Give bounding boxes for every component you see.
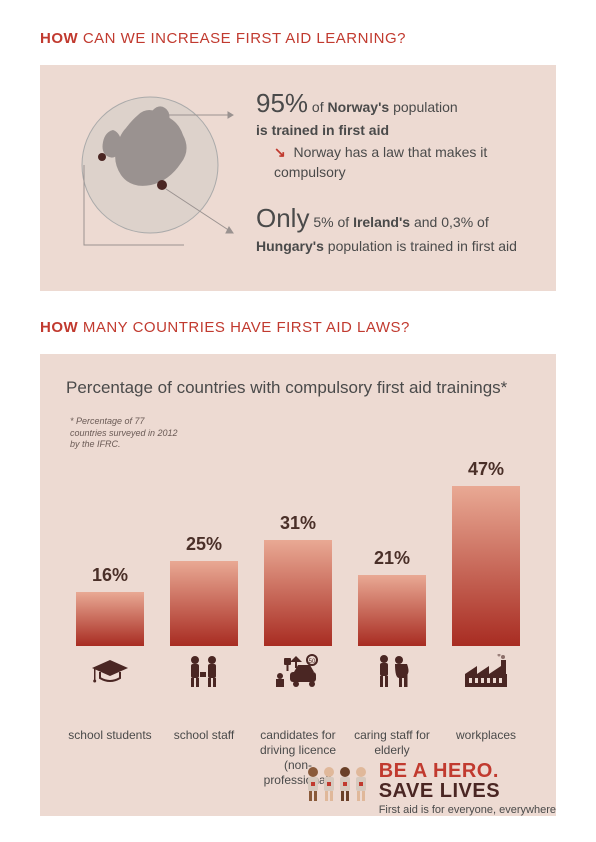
bar-label: school students: [66, 728, 154, 788]
car-signs-icon: 50: [254, 652, 342, 688]
panel-mid: Percentage of countries with compulsory …: [40, 354, 556, 816]
bar-0: 16%: [66, 565, 154, 646]
bar-1: 25%: [160, 534, 248, 646]
footer-line3: First aid is for everyone, everywhere: [379, 804, 556, 816]
bar-3: 21%: [348, 548, 436, 646]
bar-value: 47%: [468, 459, 504, 480]
bar-value: 16%: [92, 565, 128, 586]
chart-title: Percentage of countries with compulsory …: [66, 378, 530, 398]
stat-norway: 95% of Norway's population is trained in…: [256, 85, 534, 182]
top-stats-text: 95% of Norway's population is trained in…: [256, 85, 534, 256]
panel-top: 95% of Norway's population is trained in…: [40, 65, 556, 291]
stat-95: 95%: [256, 88, 308, 118]
bar-value: 21%: [374, 548, 410, 569]
heading-rest: CAN WE INCREASE FIRST AID LEARNING?: [78, 30, 406, 47]
hero-people-icon: [301, 762, 369, 815]
bar-value: 25%: [186, 534, 222, 555]
chart-footnote: * Percentage of 77 countries surveyed in…: [70, 416, 180, 451]
elderly-cane-icon: [348, 652, 436, 688]
bar-4: 47%: [442, 459, 530, 646]
stat-ireland-hungary: Only 5% of Ireland's and 0,3% of Hungary…: [256, 200, 534, 256]
factory-icon: [442, 652, 530, 688]
heading-laws: HOW MANY COUNTRIES HAVE FIRST AID LAWS?: [40, 319, 556, 336]
bar-label: school staff: [160, 728, 248, 788]
grad-cap-icon: [66, 652, 154, 688]
bar-icons-row: 50: [66, 652, 530, 688]
arrow-icon: ↘: [274, 144, 286, 160]
heading-strong: HOW: [40, 30, 78, 47]
norway-note: ↘ Norway has a law that makes it compuls…: [256, 143, 534, 182]
footer-line2: SAVE LIVES: [379, 781, 556, 802]
bar-rect: [264, 540, 332, 646]
footer-hero: BE A HERO. SAVE LIVES First aid is for e…: [301, 761, 556, 816]
footer-text: BE A HERO. SAVE LIVES First aid is for e…: [379, 761, 556, 816]
bar-value: 31%: [280, 513, 316, 534]
briefcase-people-icon: [160, 652, 248, 688]
heading-increase: HOW CAN WE INCREASE FIRST AID LEARNING?: [40, 30, 556, 47]
svg-text:50: 50: [309, 659, 316, 665]
section-increase-learning: HOW CAN WE INCREASE FIRST AID LEARNING?: [0, 0, 596, 291]
bar-chart: 16%25%31%21%47%: [66, 466, 530, 646]
footer-line1: BE A HERO.: [379, 761, 556, 781]
bar-rect: [358, 575, 426, 646]
bar-rect: [452, 486, 520, 646]
bar-rect: [170, 561, 238, 646]
bar-rect: [76, 592, 144, 646]
bar-2: 31%: [254, 513, 342, 646]
europe-globe-icon: [58, 85, 238, 265]
section-first-aid-laws: HOW MANY COUNTRIES HAVE FIRST AID LAWS? …: [0, 291, 596, 816]
